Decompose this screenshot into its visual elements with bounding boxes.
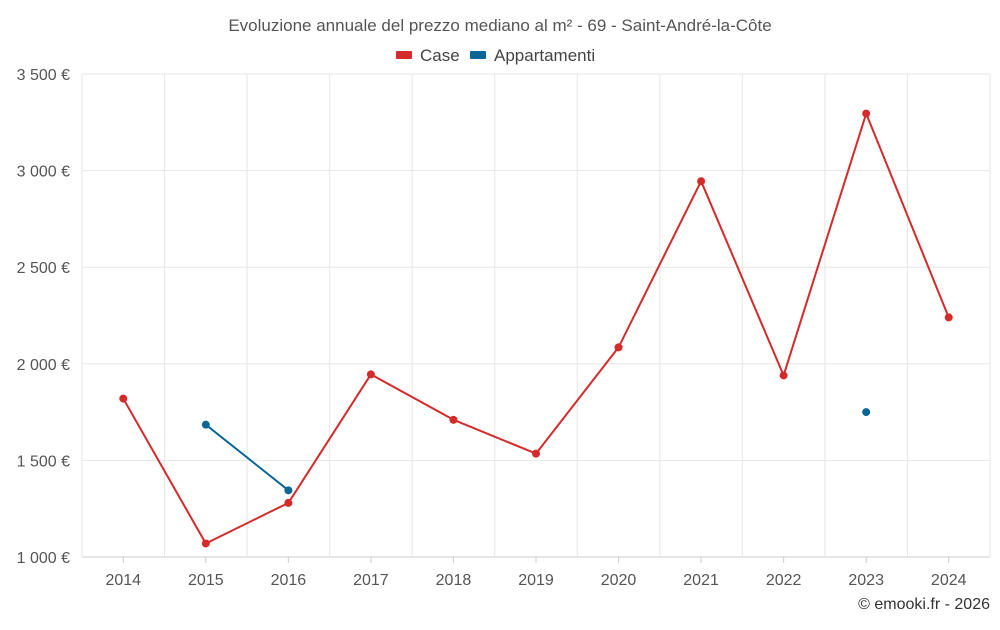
credit-text: © emooki.fr - 2026 [858, 596, 990, 613]
data-point-case-2014[interactable] [119, 394, 128, 403]
y-tick-label: 3 000 € [17, 164, 70, 181]
data-point-case-2019[interactable] [532, 449, 540, 458]
legend-swatch-appartamenti [470, 51, 486, 59]
data-point-case-2023[interactable] [862, 109, 871, 118]
data-point-appartamenti-2016[interactable] [284, 486, 293, 495]
data-point-case-2024[interactable] [944, 313, 953, 322]
data-point-appartamenti-2015[interactable] [201, 420, 210, 429]
series-case [119, 109, 953, 548]
data-point-case-2015[interactable] [201, 539, 210, 548]
chart-title: Evoluzione annuale del prezzo mediano al… [228, 16, 771, 35]
x-tick-label: 2024 [931, 572, 967, 589]
legend-label-appartamenti[interactable]: Appartamenti [494, 46, 595, 65]
y-tick-label: 2 000 € [17, 357, 70, 374]
data-point-appartamenti-2023[interactable] [862, 408, 871, 417]
x-tick-label: 2016 [271, 572, 307, 589]
x-tick-label: 2018 [436, 572, 472, 589]
grid [81, 73, 991, 558]
x-tick-label: 2019 [518, 572, 554, 589]
series-line-appartamenti [204, 423, 290, 492]
series-appartamenti [201, 408, 871, 495]
axes: 1 000 € 1 500 € 2 000 € 2 500 € 3 000 € 3 500… [17, 67, 967, 589]
data-point-case-2021[interactable] [697, 177, 706, 186]
y-tick-label: 3 500 € [17, 67, 70, 84]
y-tick-label: 2 500 € [17, 260, 70, 277]
y-tick-label: 1 000 € [17, 550, 70, 567]
x-tick-label: 2022 [766, 572, 802, 589]
legend-swatch-case [396, 51, 412, 59]
x-tick-label: 2023 [848, 572, 884, 589]
x-tick-label: 2020 [601, 572, 637, 589]
series [119, 109, 953, 548]
x-tick-label: 2017 [353, 572, 389, 589]
x-tick-label: 2015 [188, 572, 224, 589]
x-tick-label: 2021 [683, 572, 719, 589]
data-point-case-2018[interactable] [449, 415, 458, 424]
data-point-case-2020[interactable] [614, 343, 623, 352]
data-point-case-2022[interactable] [779, 371, 788, 380]
legend-label-case[interactable]: Case [420, 46, 460, 65]
data-point-case-2016[interactable] [284, 498, 293, 507]
data-point-case-2017[interactable] [366, 370, 375, 379]
y-tick-label: 1 500 € [17, 453, 70, 470]
x-tick-label: 2014 [105, 572, 141, 589]
chart-legend: Case Appartamenti [396, 46, 595, 65]
